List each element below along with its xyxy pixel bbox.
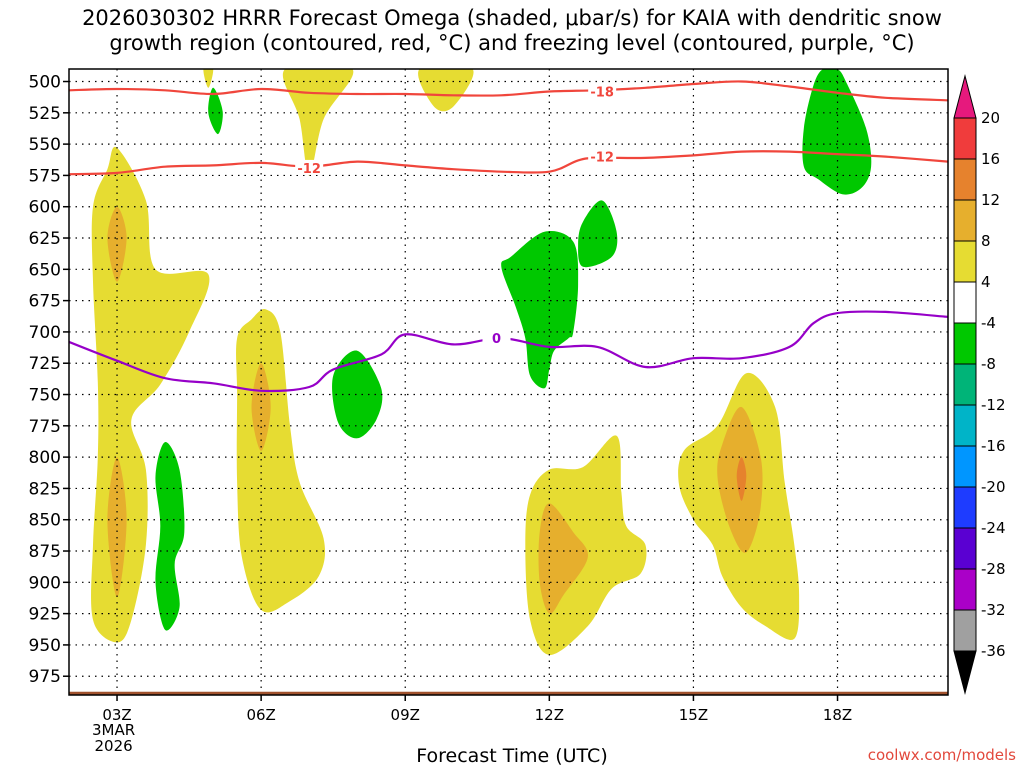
y-tick-label: 600 [29,198,61,218]
colorbar-label: -20 [981,478,1006,496]
omega-region-17 [332,350,383,439]
colorbar-bin [953,240,977,283]
omega-region-9 [538,503,588,614]
colorbar-bin [953,281,977,324]
colorbar-bin [953,445,977,488]
omega-region-14 [208,87,223,135]
omega-region-18 [155,442,185,631]
colorbar-label: -32 [981,601,1006,619]
omega-region-6 [283,69,354,176]
omega-region-15 [501,231,579,389]
credit-link[interactable]: coolwx.com/models [867,746,1016,764]
ground-layer [69,691,948,695]
colorbar-label: -28 [981,560,1006,578]
plot-frame [68,68,949,696]
contour-line-1 [69,150,948,176]
colorbar-bin [953,158,977,201]
x-tick-label: 15Z [679,706,708,724]
contour-label: -12 [297,162,321,177]
y-tick-label: 500 [29,73,61,93]
colorbar-label: -36 [981,642,1006,660]
colorbar-label: 12 [981,191,1000,209]
contour-label: -18 [590,86,614,101]
colorbar-bin [953,527,977,570]
chart-title-line2: growth region (contoured, red, °C) and f… [109,31,915,55]
colorbar-bin [953,363,977,406]
contour-line-2 [69,310,948,393]
contour-label-bg [588,83,617,99]
x-date-day: 3MAR [92,721,136,739]
contour-label-bg [588,148,617,164]
colorbar-label: 8 [981,232,991,250]
omega-region-2 [107,457,127,598]
x-tick-label: 18Z [823,706,852,724]
colorbar-bin [953,117,977,160]
y-tick-label: 725 [29,354,61,374]
y-tick-label: 700 [29,323,61,343]
colorbar-arrow-bottom [953,650,977,695]
colorbar-bin [953,404,977,447]
y-tick-label: 625 [29,229,61,249]
omega-region-3 [236,309,326,613]
y-tick-label: 925 [29,605,61,625]
omega-region-1 [107,206,127,282]
x-date-year: 2026 [94,737,133,755]
colorbar-label: -4 [981,314,996,332]
contour-line-0 [69,80,948,102]
omega-region-13 [802,69,872,195]
y-tick-label: 900 [29,573,61,593]
y-tick-label: 750 [29,386,61,406]
chart-title-line1: 2026030302 HRRR Forecast Omega (shaded, … [82,6,942,30]
y-tick-label: 850 [29,511,61,531]
colorbar-label: -12 [981,396,1006,414]
colorbar: 20 16 12 8 4 -4 -8 -12 -16 -20 -24 -28 -32 -36 [953,74,1006,695]
y-tick-label: 800 [29,448,61,468]
contour-label-bg [295,159,324,175]
colorbar-label: 20 [981,109,1000,127]
y-tick-label: 675 [29,292,61,312]
x-tick-label: 06Z [246,706,275,724]
colorbar-label: 4 [981,273,991,291]
x-tick-label: 12Z [535,706,564,724]
omega-region-5 [203,69,214,88]
colorbar-bin [953,199,977,242]
x-tick-label: 03Z [102,706,131,724]
colorbar-label: 16 [981,150,1000,168]
contour-label: -12 [590,151,614,166]
omega-region-16 [578,200,618,268]
y-tick-label: 975 [29,667,61,687]
omega-shading-layer [91,69,872,655]
contour-label-bg [482,330,511,346]
colorbar-label: -24 [981,519,1006,537]
colorbar-label: -16 [981,437,1006,455]
colorbar-bin [953,568,977,611]
axes-layer: 500 525 550 575 600 625 650 675 700 725 750 775 800 8… [29,68,949,724]
x-tick-label: 09Z [391,706,420,724]
colorbar-bin [953,486,977,529]
y-tick-label: 825 [29,479,61,499]
contours-layer: -18 -12 -12 0 [69,80,948,393]
y-tick-label: 575 [29,166,61,186]
y-tick-label: 650 [29,260,61,280]
y-tick-label: 775 [29,417,61,437]
ground-surface [69,691,948,695]
omega-region-12 [736,457,747,501]
omega-region-7 [418,69,474,112]
x-date-label: 3MAR 2026 [92,722,135,754]
y-tick-label: 950 [29,636,61,656]
contour-label: 0 [492,332,501,347]
colorbar-bin [953,322,977,365]
y-tick-label: 525 [29,104,61,124]
y-tick-label: 875 [29,542,61,562]
colorbar-arrow-top [953,74,977,119]
colorbar-label: -8 [981,355,996,373]
x-axis-title: Forecast Time (UTC) [416,745,608,767]
colorbar-bin [953,609,977,652]
y-tick-label: 550 [29,135,61,155]
